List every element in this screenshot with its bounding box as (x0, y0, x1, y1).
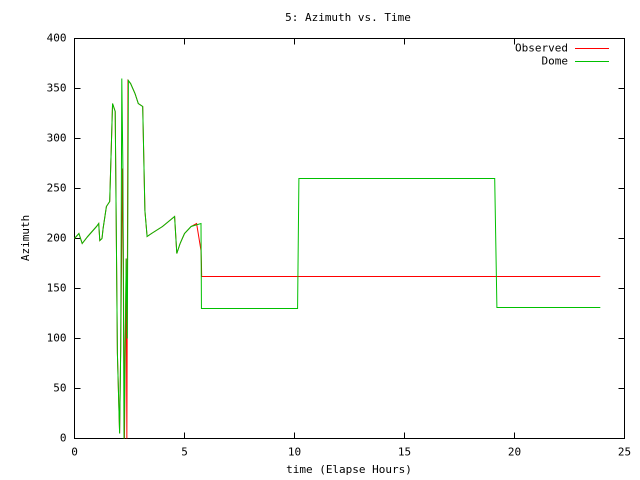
data-line (74, 78, 601, 439)
x-tick-label: 20 (508, 446, 521, 459)
y-tick-label: 400 (47, 32, 67, 45)
y-tick-label: 300 (47, 132, 67, 145)
plot-frame (74, 38, 625, 439)
chart-title: 5: Azimuth vs. Time (285, 11, 411, 24)
y-tick-label: 250 (47, 182, 67, 195)
legend-label: Dome (542, 55, 569, 68)
y-tick-label: 200 (47, 232, 67, 245)
x-tick-label: 5 (181, 446, 188, 459)
legend-label: Observed (515, 42, 568, 55)
y-tick-label: 350 (47, 82, 67, 95)
y-tick-label: 0 (60, 432, 67, 445)
y-tick-label: 100 (47, 332, 67, 345)
x-tick-label: 10 (288, 446, 301, 459)
y-tick-label: 150 (47, 282, 67, 295)
x-axis-label: time (Elapse Hours) (286, 463, 412, 476)
x-tick-label: 0 (71, 446, 78, 459)
data-line (74, 79, 601, 439)
x-tick-label: 25 (618, 446, 631, 459)
y-tick-label: 50 (53, 382, 66, 395)
x-tick-label: 15 (398, 446, 411, 459)
y-axis-label: Azimuth (19, 215, 32, 261)
